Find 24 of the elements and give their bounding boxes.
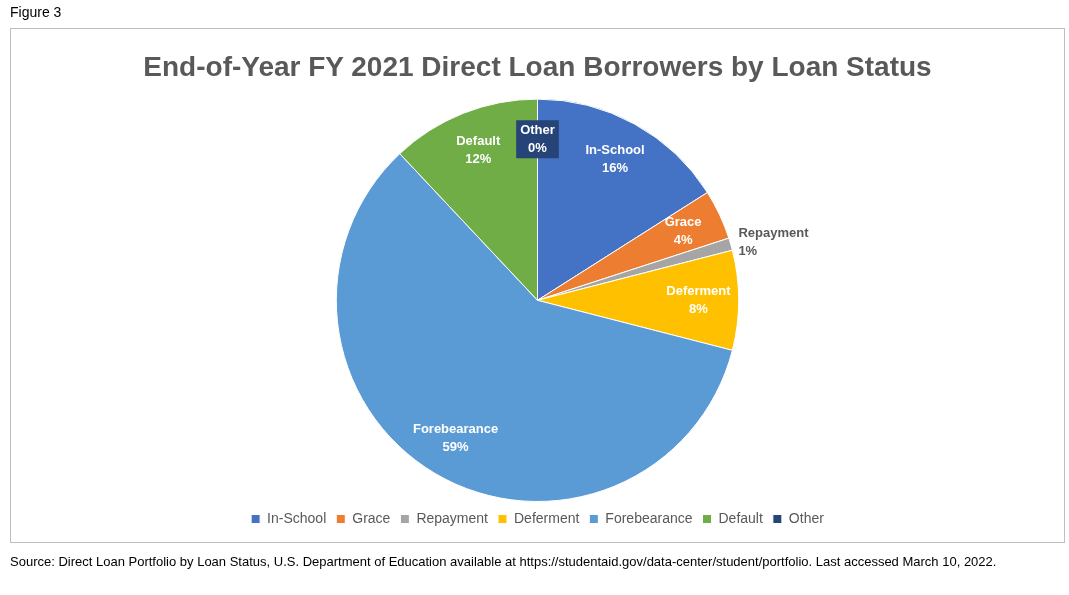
category-label: Other	[520, 121, 555, 137]
caption: Figure 3	[10, 4, 62, 20]
data-label: 16%	[602, 159, 629, 175]
slice-label: Deferment	[666, 282, 732, 298]
data-label: 1%	[738, 242, 758, 258]
legend-label: Repayment	[416, 509, 489, 526]
legend-label: In-School	[267, 509, 327, 526]
slice-label: Grace	[664, 214, 702, 230]
legend-label: Grace	[352, 509, 391, 526]
legend-label: Deferment	[513, 509, 580, 526]
slice-label: Repayment	[738, 224, 810, 240]
data-label: 8%	[689, 300, 709, 316]
legend-label: Default	[718, 509, 763, 526]
data-label: 12%	[465, 151, 492, 167]
legend-label: Forebearance	[605, 509, 693, 526]
slice-label: Default	[456, 133, 501, 149]
slice-label: In-School	[585, 141, 645, 157]
data-label: 4%	[673, 232, 693, 248]
source-note: Source: Direct Loan Portfolio by Loan Status, U.S. Department of Education available at https://studentaid.gov/data-center/student/portfolio. Last accessed March 10, 2022.	[10, 553, 998, 571]
legend-label: Other	[788, 509, 825, 526]
slice-label: Forebearance	[412, 421, 499, 437]
chart-title: End-of-Year FY 2021 Direct Loan Borrowers by Loan Status	[143, 50, 932, 82]
data-label: 59%	[442, 439, 470, 455]
text: 0%	[528, 139, 547, 155]
